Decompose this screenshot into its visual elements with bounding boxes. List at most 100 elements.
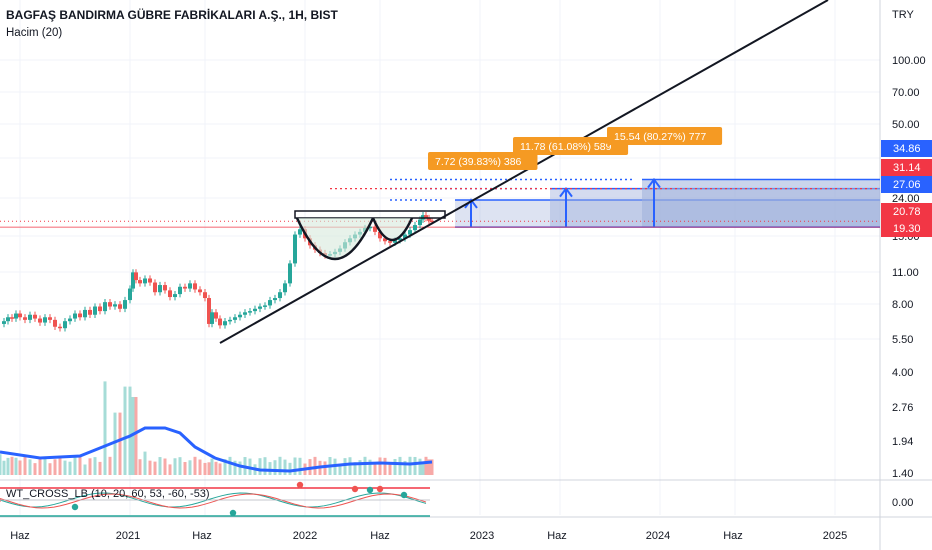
candle-body	[53, 319, 57, 327]
candle-body	[388, 241, 392, 243]
candle-body	[6, 317, 10, 322]
time-tick-label: Haz	[547, 530, 567, 542]
candle-body	[188, 283, 192, 289]
volume-bar	[108, 456, 112, 475]
candle-body	[383, 238, 387, 242]
volume-bar	[63, 460, 67, 475]
time-tick-label: 2024	[646, 530, 670, 542]
volume-bar	[263, 457, 267, 475]
candle-body	[243, 312, 247, 315]
candle-body	[93, 306, 97, 315]
candle-body	[163, 285, 167, 291]
candle-body	[413, 225, 417, 231]
cross-signal-dot	[400, 491, 408, 499]
price-label-target	[881, 176, 932, 193]
candle-body	[288, 263, 292, 284]
volume-bar	[258, 458, 262, 475]
candle-body	[418, 219, 422, 226]
candle-body	[23, 317, 27, 320]
volume-bar	[210, 458, 214, 475]
oscillator-indicator-label[interactable]: WT_CROSS_LB (10, 20, 60, 53, -60, -53)	[6, 488, 210, 500]
volume-bar	[153, 461, 157, 475]
volume-bar	[98, 461, 102, 475]
candle-body	[210, 312, 214, 324]
candle-body	[424, 215, 428, 219]
cup-shape	[295, 217, 375, 261]
volume-bar	[427, 459, 431, 475]
volume-bar	[68, 461, 72, 475]
projection-label-box	[428, 152, 538, 170]
candle-body	[138, 280, 142, 284]
volume-bar	[363, 456, 367, 475]
cross-signal-dot	[351, 485, 359, 493]
volume-bar	[393, 459, 397, 475]
projection-label-box	[513, 137, 629, 155]
volume-bar	[88, 458, 92, 475]
cross-signal-dot	[229, 509, 237, 517]
candle-body	[143, 278, 147, 284]
candle-body	[73, 313, 77, 319]
candle-body	[98, 306, 102, 312]
time-tick-label: 2023	[470, 530, 494, 542]
volume-bar	[207, 462, 211, 475]
price-tick-label: 1.40	[892, 468, 913, 480]
candle-body	[427, 218, 431, 221]
candle-body	[293, 234, 297, 264]
volume-bars	[0, 381, 434, 475]
volume-bar	[6, 457, 10, 475]
volume-bar	[273, 460, 277, 475]
volume-indicator-label[interactable]: Hacim (20)	[6, 27, 63, 39]
price-label-last	[881, 203, 932, 220]
volume-bar	[103, 381, 107, 475]
candle-body	[108, 302, 112, 307]
candle-body	[238, 314, 242, 318]
projection-label-box	[607, 127, 723, 145]
price-tick-label: 2.76	[892, 402, 913, 414]
volume-bar	[43, 457, 47, 475]
candle-body	[214, 312, 218, 319]
candle-body	[253, 308, 257, 312]
volume-bar	[368, 459, 372, 475]
candle-body	[223, 321, 227, 326]
candle-body	[273, 298, 277, 301]
volume-bar	[93, 457, 97, 475]
candle-body	[203, 292, 207, 299]
volume-bar	[78, 456, 82, 475]
volume-bar	[383, 457, 387, 475]
volume-bar	[288, 462, 292, 475]
time-tick-label: Haz	[723, 530, 743, 542]
volume-bar	[148, 460, 152, 475]
candle-body	[128, 288, 132, 301]
candle-body	[38, 318, 42, 323]
candle-body	[263, 305, 267, 307]
candle-body	[78, 313, 82, 318]
volume-bar	[218, 463, 222, 475]
price-axis: TRY100.0070.0050.0024.0015.0011.008.005.…	[881, 9, 932, 509]
volume-bar	[123, 386, 127, 475]
volume-bar	[408, 456, 412, 475]
volume-bar	[38, 457, 42, 475]
projection-label-text: 15.54 (80.27%) 777	[614, 131, 706, 143]
candle-body	[393, 240, 397, 243]
candle-body	[178, 286, 182, 295]
volume-bar	[430, 459, 434, 475]
volume-bar	[10, 456, 14, 475]
volume-bar	[424, 456, 428, 475]
volume-bar	[323, 461, 327, 475]
candle-body	[268, 300, 272, 306]
volume-bar	[293, 457, 297, 475]
candle-body	[68, 318, 72, 322]
candle-body	[103, 302, 107, 312]
price-label-text: 27.06	[893, 179, 921, 191]
oscillator-tick-label: 0.00	[892, 497, 913, 509]
price-tick-label: 50.00	[892, 119, 920, 131]
volume-bar	[2, 460, 6, 475]
cross-signal-dot	[376, 485, 384, 493]
volume-ma-line	[0, 426, 433, 473]
volume-bar	[128, 386, 132, 475]
price-tick-label: 24.00	[892, 193, 920, 205]
volume-bar	[373, 462, 377, 475]
handle-shape	[371, 217, 414, 241]
candle-body	[33, 314, 37, 319]
target-zone	[0, 177, 880, 228]
